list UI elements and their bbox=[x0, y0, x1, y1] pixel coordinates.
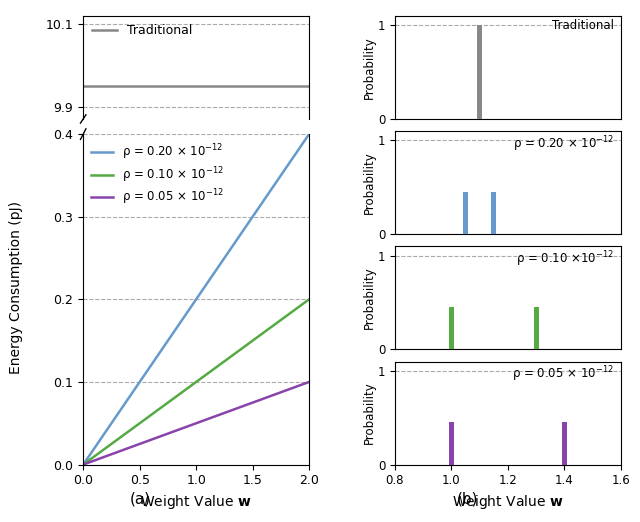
ρ = 0.10 × 10$^{-12}$ bbox=[213, 364, 221, 370]
ρ = 0.05 × 10$^{-12}$ bbox=[79, 461, 87, 468]
Bar bbox=[449, 307, 454, 349]
ρ = 0.20 × 10$^{-12}$ bbox=[79, 461, 87, 468]
ρ = 0.05 × 10$^{-12}$ bbox=[305, 379, 313, 385]
ρ = 0.10 × 10$^{-12}$ bbox=[218, 360, 225, 366]
ρ = 0.10 × 10$^{-12}$ bbox=[80, 461, 88, 467]
Bar bbox=[534, 307, 539, 349]
ρ = 0.20 × 10$^{-12}$ bbox=[213, 266, 221, 272]
ρ = 0.05 × 10$^{-12}$ bbox=[214, 412, 221, 419]
Text: (b): (b) bbox=[456, 492, 478, 507]
ρ = 0.20 × 10$^{-12}$ bbox=[284, 162, 292, 168]
Y-axis label: Probability: Probability bbox=[364, 151, 376, 214]
Legend: Traditional: Traditional bbox=[90, 22, 195, 40]
Text: (a): (a) bbox=[130, 492, 152, 507]
Bar bbox=[463, 192, 468, 234]
ρ = 0.20 × 10$^{-12}$ bbox=[80, 460, 88, 467]
ρ = 0.20 × 10$^{-12}$ bbox=[269, 183, 277, 189]
ρ = 0.10 × 10$^{-12}$ bbox=[269, 322, 277, 328]
ρ = 0.10 × 10$^{-12}$ bbox=[284, 312, 292, 318]
ρ = 0.05 × 10$^{-12}$ bbox=[284, 387, 292, 393]
Line: ρ = 0.20 × 10$^{-12}$: ρ = 0.20 × 10$^{-12}$ bbox=[83, 134, 309, 465]
Text: ρ = 0.10 ×10$^{-12}$: ρ = 0.10 ×10$^{-12}$ bbox=[516, 250, 614, 269]
ρ = 0.05 × 10$^{-12}$ bbox=[269, 392, 277, 398]
ρ = 0.20 × 10$^{-12}$ bbox=[305, 131, 313, 137]
Text: ρ = 0.05 × 10$^{-12}$: ρ = 0.05 × 10$^{-12}$ bbox=[512, 365, 614, 384]
Line: ρ = 0.05 × 10$^{-12}$: ρ = 0.05 × 10$^{-12}$ bbox=[83, 382, 309, 465]
ρ = 0.10 × 10$^{-12}$ bbox=[79, 461, 87, 468]
ρ = 0.20 × 10$^{-12}$ bbox=[218, 259, 225, 266]
Bar bbox=[562, 422, 567, 465]
ρ = 0.10 × 10$^{-12}$ bbox=[214, 363, 221, 370]
Text: Energy Consumption (pJ): Energy Consumption (pJ) bbox=[9, 200, 23, 374]
ρ = 0.10 × 10$^{-12}$ bbox=[305, 296, 313, 302]
Bar bbox=[449, 422, 454, 465]
Y-axis label: Probability: Probability bbox=[364, 266, 376, 329]
Bar bbox=[477, 25, 482, 118]
X-axis label: Weight Value $\mathbf{w}$: Weight Value $\mathbf{w}$ bbox=[452, 493, 564, 511]
X-axis label: Weight Value $\mathbf{w}$: Weight Value $\mathbf{w}$ bbox=[140, 493, 252, 511]
Line: ρ = 0.10 × 10$^{-12}$: ρ = 0.10 × 10$^{-12}$ bbox=[83, 299, 309, 465]
Y-axis label: Probability: Probability bbox=[364, 36, 376, 99]
ρ = 0.05 × 10$^{-12}$ bbox=[80, 461, 88, 467]
Legend: ρ = 0.20 × 10$^{-12}$, ρ = 0.10 × 10$^{-12}$, ρ = 0.05 × 10$^{-12}$: ρ = 0.20 × 10$^{-12}$, ρ = 0.10 × 10$^{-… bbox=[89, 140, 227, 209]
Text: Traditional: Traditional bbox=[552, 19, 614, 32]
Y-axis label: Probability: Probability bbox=[364, 382, 376, 444]
Text: ρ = 0.20 × 10$^{-12}$: ρ = 0.20 × 10$^{-12}$ bbox=[513, 134, 614, 153]
ρ = 0.05 × 10$^{-12}$ bbox=[218, 411, 225, 417]
ρ = 0.20 × 10$^{-12}$ bbox=[214, 265, 221, 271]
ρ = 0.05 × 10$^{-12}$ bbox=[213, 412, 221, 419]
Bar bbox=[492, 192, 496, 234]
